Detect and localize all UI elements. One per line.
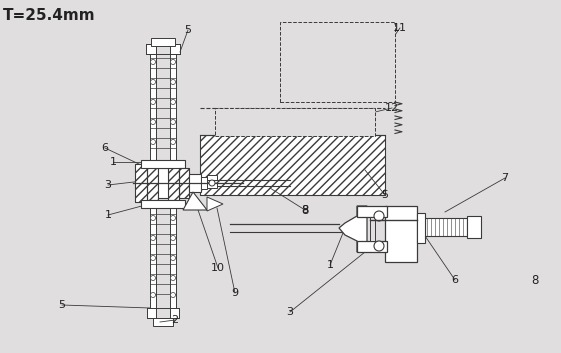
Bar: [417, 213, 425, 243]
Text: 1: 1: [109, 157, 117, 167]
Text: 5: 5: [58, 300, 66, 310]
Bar: [170, 308, 179, 318]
Text: 6: 6: [102, 143, 108, 153]
Bar: [467, 216, 481, 238]
Circle shape: [150, 256, 155, 261]
Text: 1: 1: [327, 260, 333, 270]
Bar: [141, 160, 185, 168]
Text: 8: 8: [531, 274, 539, 287]
Circle shape: [374, 211, 384, 221]
Circle shape: [209, 180, 215, 186]
Text: 12: 12: [385, 103, 399, 113]
Text: 10: 10: [211, 263, 225, 273]
Bar: [150, 52, 156, 160]
Bar: [168, 166, 179, 200]
Circle shape: [150, 293, 155, 298]
Bar: [370, 217, 375, 241]
Circle shape: [171, 60, 176, 65]
Circle shape: [171, 293, 176, 298]
Polygon shape: [207, 197, 223, 211]
Circle shape: [374, 241, 384, 251]
Polygon shape: [339, 206, 367, 252]
Bar: [425, 218, 467, 236]
Circle shape: [150, 120, 155, 125]
Bar: [201, 177, 207, 189]
Text: 6: 6: [452, 275, 458, 285]
Bar: [151, 38, 175, 46]
Bar: [141, 200, 185, 208]
Bar: [207, 175, 217, 180]
Bar: [200, 135, 385, 195]
Bar: [170, 44, 180, 54]
Circle shape: [150, 215, 155, 221]
Circle shape: [171, 215, 176, 221]
Bar: [168, 166, 179, 200]
Bar: [147, 166, 158, 200]
Bar: [158, 168, 168, 198]
Bar: [179, 168, 189, 198]
Bar: [147, 308, 156, 318]
Circle shape: [150, 79, 155, 84]
Text: 5: 5: [381, 190, 389, 200]
Text: 5: 5: [185, 25, 191, 35]
Text: 1: 1: [104, 210, 112, 220]
Bar: [150, 208, 156, 308]
Text: 2: 2: [172, 315, 178, 325]
Bar: [147, 166, 158, 200]
Bar: [135, 164, 147, 202]
Text: 3: 3: [104, 180, 112, 190]
Bar: [146, 44, 156, 54]
Text: 7: 7: [502, 173, 509, 183]
Circle shape: [171, 235, 176, 240]
Circle shape: [171, 100, 176, 104]
Bar: [357, 206, 387, 217]
Bar: [189, 174, 201, 192]
Bar: [357, 241, 387, 252]
Text: T=25.4mm: T=25.4mm: [3, 8, 95, 24]
Bar: [215, 108, 375, 136]
Circle shape: [150, 235, 155, 240]
Bar: [153, 318, 173, 326]
Bar: [385, 206, 417, 262]
Circle shape: [171, 120, 176, 125]
Text: 3: 3: [287, 307, 293, 317]
Text: 11: 11: [393, 23, 407, 33]
Bar: [280, 22, 395, 102]
Circle shape: [150, 100, 155, 104]
Text: 8: 8: [301, 203, 309, 216]
Circle shape: [150, 139, 155, 144]
Bar: [179, 168, 189, 198]
Circle shape: [171, 275, 176, 281]
Circle shape: [171, 139, 176, 144]
Bar: [170, 208, 176, 308]
Circle shape: [150, 60, 155, 65]
Text: 8: 8: [301, 205, 309, 215]
Bar: [207, 183, 217, 188]
Circle shape: [171, 256, 176, 261]
Bar: [170, 52, 176, 160]
Bar: [200, 135, 385, 195]
Text: 9: 9: [232, 288, 238, 298]
Circle shape: [150, 275, 155, 281]
Polygon shape: [183, 192, 207, 210]
Bar: [135, 164, 147, 202]
Circle shape: [171, 79, 176, 84]
